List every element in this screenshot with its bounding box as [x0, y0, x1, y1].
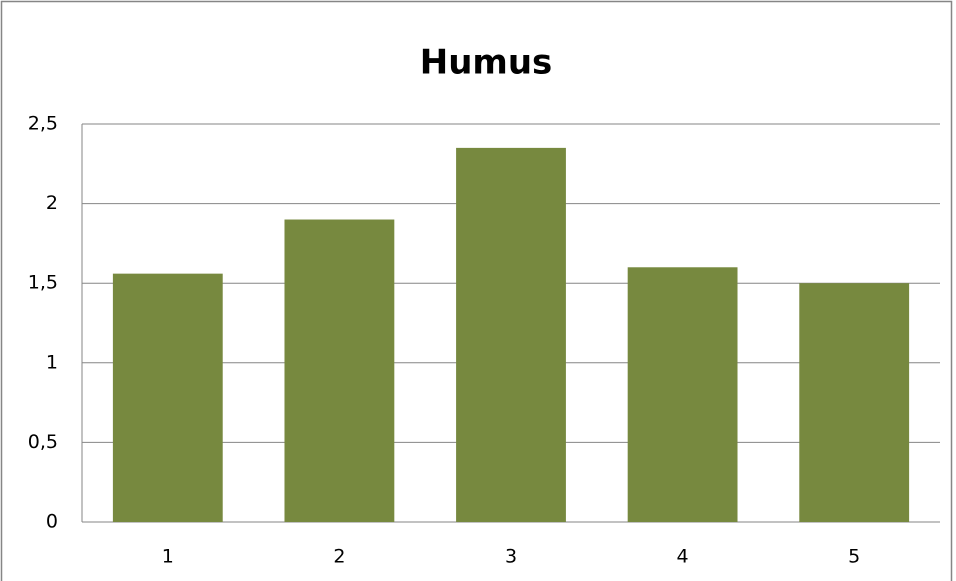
x-tick-label: 5: [848, 546, 860, 568]
bar: [627, 267, 738, 522]
x-tick-label: 1: [162, 546, 174, 568]
y-tick-label: 2: [46, 192, 58, 214]
y-tick-label: 0,5: [28, 431, 58, 453]
bar: [456, 147, 566, 522]
x-tick-label: 2: [333, 546, 345, 568]
bar: [112, 273, 223, 522]
y-tick-label: 1,5: [28, 272, 58, 294]
x-tick-label: 3: [505, 546, 517, 568]
chart-title: Humus: [420, 43, 553, 83]
y-tick-label: 0: [46, 511, 58, 533]
x-tick-label: 4: [677, 546, 689, 568]
bar: [284, 219, 395, 522]
y-tick-label: 1: [46, 351, 58, 373]
y-tick-label: 2,5: [28, 113, 58, 135]
bar: [799, 283, 910, 522]
